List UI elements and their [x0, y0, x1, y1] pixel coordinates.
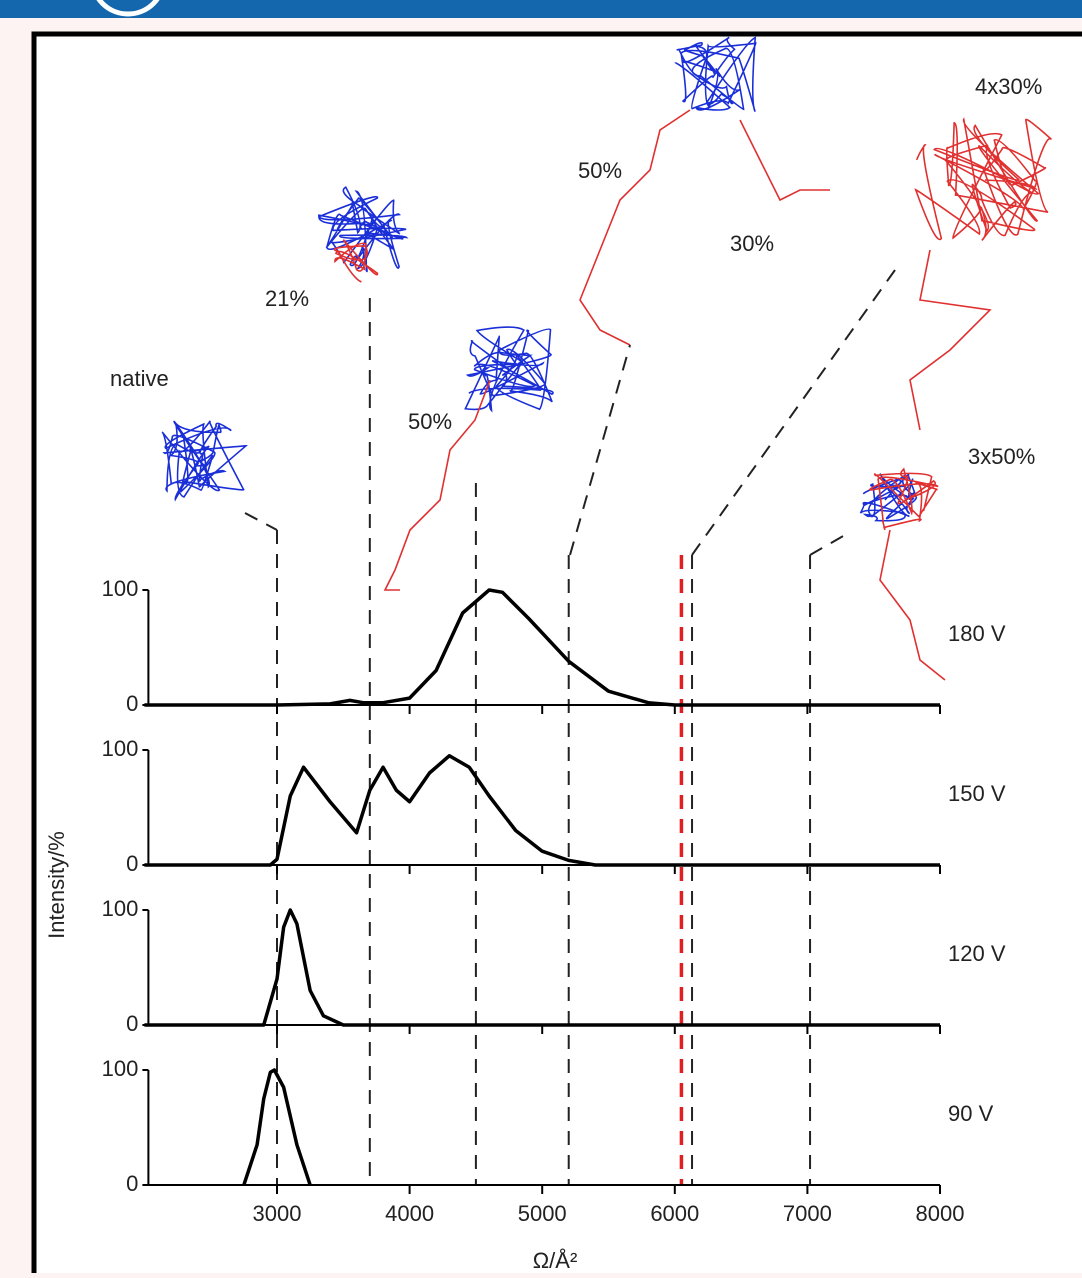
- page: Intensity/% Ω/Å² native 21% 50% 50% 30% 4x30%…: [0, 0, 1082, 1273]
- y-tick-label: 0: [126, 851, 138, 876]
- annotation: native: [110, 366, 169, 391]
- annotation: 21%: [265, 286, 309, 311]
- x-tick-label: 4000: [385, 1201, 434, 1226]
- y-axis-label: Intensity/%: [44, 831, 69, 939]
- x-tick-label: 7000: [783, 1201, 832, 1226]
- x-tick-label: 3000: [253, 1201, 302, 1226]
- annotation: 4x30%: [975, 74, 1042, 99]
- x-tick-label: 8000: [916, 1201, 965, 1226]
- annotation: 50%: [408, 409, 452, 434]
- y-tick-label: 0: [126, 1011, 138, 1036]
- series-label: 180 V: [948, 621, 1006, 646]
- x-tick-label: 5000: [518, 1201, 567, 1226]
- y-tick-label: 100: [102, 736, 139, 761]
- x-axis-label: Ω/Å²: [533, 1248, 578, 1273]
- annotation: 50%: [578, 158, 622, 183]
- annotation: 3x50%: [968, 444, 1035, 469]
- x-tick-label: 6000: [650, 1201, 699, 1226]
- series-label: 120 V: [948, 941, 1006, 966]
- annotation: 30%: [730, 231, 774, 256]
- header-band: [0, 0, 1082, 18]
- y-tick-label: 100: [102, 896, 139, 921]
- y-tick-label: 0: [126, 691, 138, 716]
- series-label: 90 V: [948, 1101, 994, 1126]
- chart: Intensity/% Ω/Å² native 21% 50% 50% 30% 4x30%…: [0, 0, 1082, 1273]
- y-tick-label: 100: [102, 1056, 139, 1081]
- y-tick-label: 100: [102, 576, 139, 601]
- figure-panel: [34, 34, 1082, 1273]
- y-tick-label: 0: [126, 1171, 138, 1196]
- series-label: 150 V: [948, 781, 1006, 806]
